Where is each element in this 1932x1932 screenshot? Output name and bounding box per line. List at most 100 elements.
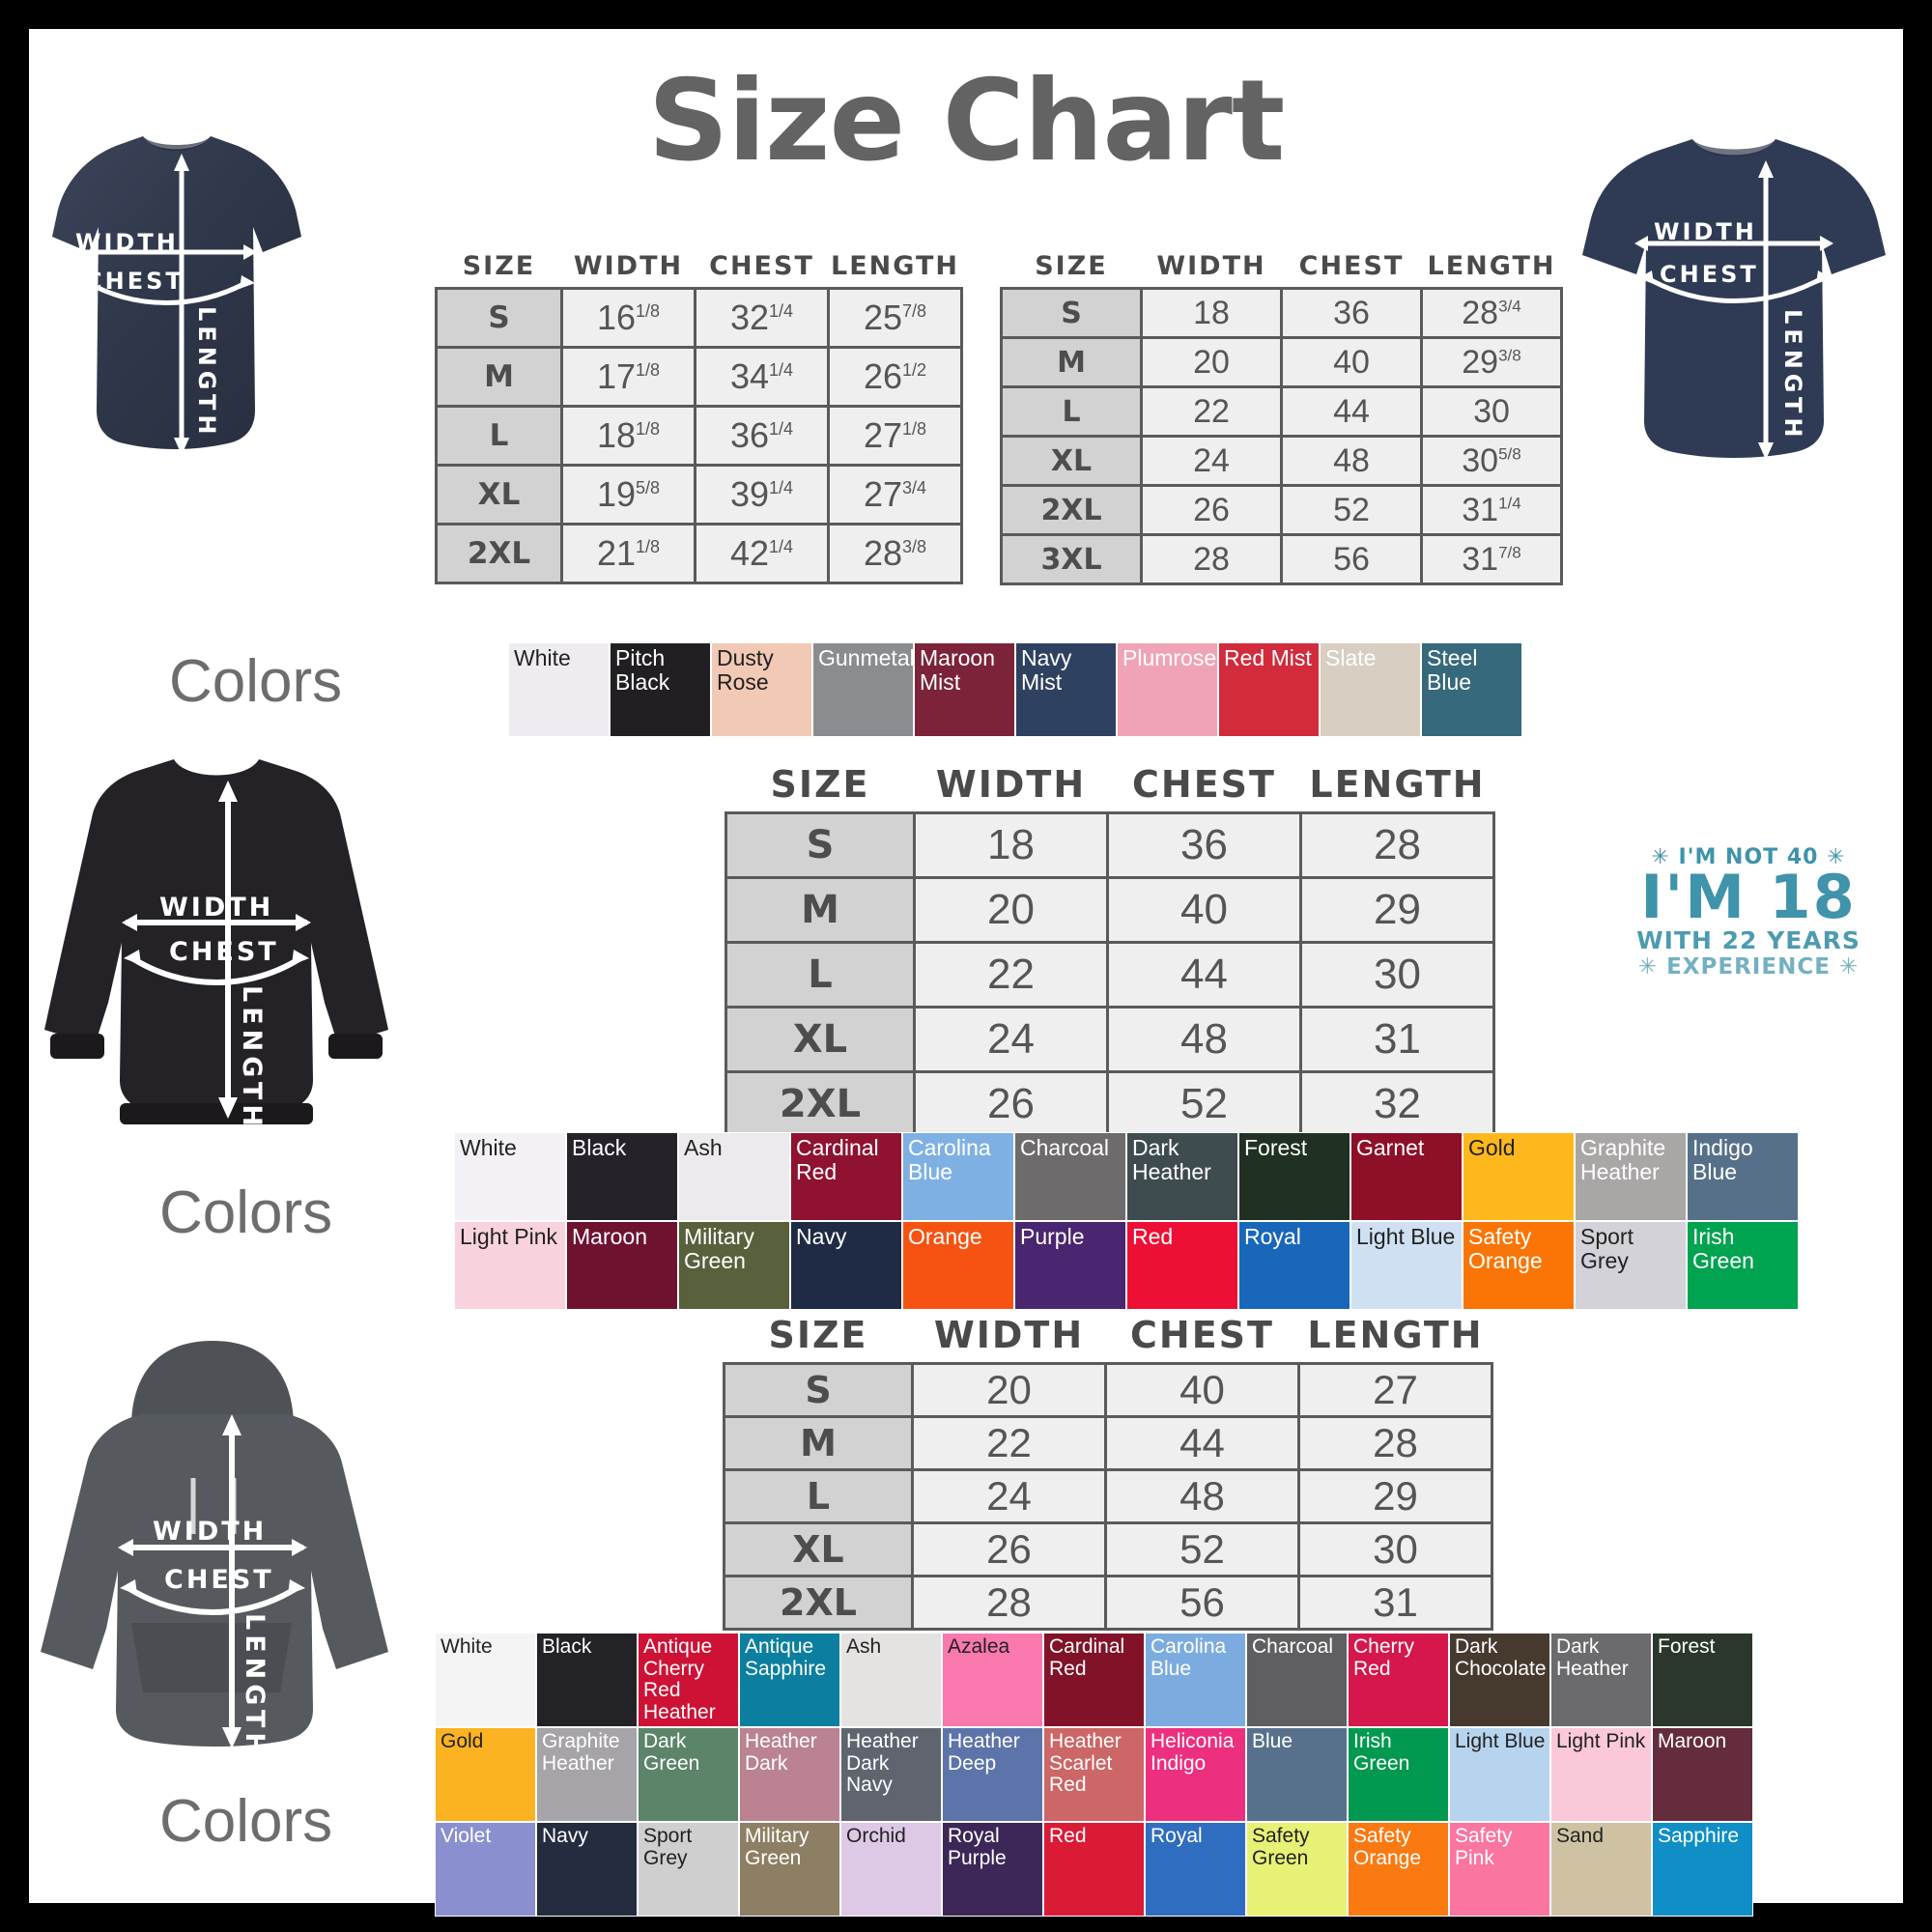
table-row: L 181/8 361/4 271/8 xyxy=(435,405,963,467)
cell-length: 257/8 xyxy=(827,287,963,349)
color-swatch[interactable]: Violet xyxy=(435,1822,536,1917)
artwork-line-2: I'M 18 xyxy=(1640,862,1857,932)
color-swatch[interactable]: Heather Dark Navy xyxy=(840,1727,942,1822)
color-swatch[interactable]: Dusty Rose xyxy=(711,642,812,737)
color-swatch-label: Purple xyxy=(1020,1224,1085,1249)
color-swatch[interactable]: White xyxy=(508,642,610,737)
cell-chest: 52 xyxy=(1106,1070,1302,1138)
color-swatch-label: Antique Cherry Red Heather xyxy=(643,1635,716,1724)
cell-chest: 44 xyxy=(1280,385,1423,438)
color-swatch[interactable]: White xyxy=(435,1633,536,1727)
swatch-row: White Pitch Black Dusty Rose Gunmetal Maroon… xyxy=(508,642,1522,737)
color-swatch[interactable]: Safety Pink xyxy=(1449,1822,1550,1917)
color-swatch[interactable]: Navy xyxy=(536,1822,638,1917)
color-swatch-label: Forest xyxy=(1658,1635,1716,1658)
color-swatch[interactable]: Black xyxy=(566,1132,678,1221)
color-swatch[interactable]: Black xyxy=(536,1633,638,1727)
color-swatch[interactable]: Military Green xyxy=(739,1822,840,1917)
color-swatch[interactable]: Safety Orange xyxy=(1463,1221,1575,1310)
color-swatch[interactable]: Pitch Black xyxy=(610,642,711,737)
color-swatch[interactable]: Plumrose xyxy=(1117,642,1218,737)
color-swatch[interactable]: Navy xyxy=(790,1221,902,1310)
color-swatch[interactable]: Sport Grey xyxy=(1575,1221,1687,1310)
color-swatch[interactable]: Military Green xyxy=(678,1221,790,1310)
color-swatch[interactable]: Light Blue xyxy=(1449,1727,1550,1822)
color-swatch[interactable]: Cherry Red xyxy=(1348,1633,1449,1727)
color-swatch[interactable]: Red Mist xyxy=(1218,642,1320,737)
color-swatch[interactable]: Heather Dark xyxy=(739,1727,840,1822)
color-swatch[interactable]: Maroon xyxy=(1652,1727,1753,1822)
table-row: 2XL 211/8 421/4 283/8 xyxy=(435,523,963,584)
color-swatch[interactable]: Light Blue xyxy=(1350,1221,1463,1310)
color-swatch[interactable]: Royal xyxy=(1238,1221,1350,1310)
color-swatch-label: Cherry Red xyxy=(1353,1635,1415,1680)
color-swatch[interactable]: Irish Green xyxy=(1687,1221,1799,1310)
unisex-chest-label: CHEST xyxy=(1660,261,1759,288)
color-swatch[interactable]: Cardinal Red xyxy=(1043,1633,1145,1727)
color-swatch-label: Sand xyxy=(1556,1825,1605,1847)
color-swatch[interactable]: Graphite Heather xyxy=(536,1727,638,1822)
color-swatch-label: Ash xyxy=(846,1635,882,1658)
color-swatch[interactable]: Maroon xyxy=(566,1221,678,1310)
col-chest: CHEST xyxy=(1298,251,1405,281)
color-swatch[interactable]: Steel Blue xyxy=(1421,642,1522,737)
color-swatch[interactable]: Slate xyxy=(1320,642,1421,737)
color-swatch[interactable]: Royal xyxy=(1145,1822,1246,1917)
color-swatch[interactable]: Light Pink xyxy=(1550,1727,1652,1822)
color-swatch[interactable]: White xyxy=(454,1132,566,1221)
color-swatch[interactable]: Ash xyxy=(840,1633,942,1727)
color-swatch[interactable]: Gunmetal xyxy=(812,642,915,737)
color-swatch[interactable]: Dark Heather xyxy=(1126,1132,1238,1221)
artwork-line-3: WITH 22 YEARS xyxy=(1636,925,1861,954)
color-swatch[interactable]: Charcoal xyxy=(1246,1633,1348,1727)
color-swatch[interactable]: Graphite Heather xyxy=(1575,1132,1687,1221)
color-swatch[interactable]: Red xyxy=(1043,1822,1145,1917)
color-swatch-label: Dark Chocolate xyxy=(1455,1635,1547,1680)
cell-chest: 36 xyxy=(1106,811,1302,879)
color-swatch[interactable]: Purple xyxy=(1014,1221,1126,1310)
color-swatch[interactable]: Safety Green xyxy=(1246,1822,1348,1917)
color-swatch[interactable]: Dark Chocolate xyxy=(1449,1633,1550,1727)
cell-width: 20 xyxy=(1140,336,1283,388)
color-swatch[interactable]: Red xyxy=(1126,1221,1238,1310)
color-swatch[interactable]: Indigo Blue xyxy=(1687,1132,1799,1221)
color-swatch[interactable]: Orange xyxy=(902,1221,1014,1310)
color-swatch[interactable]: Orchid xyxy=(840,1822,942,1917)
color-swatch-label: Red xyxy=(1132,1224,1174,1249)
color-swatch[interactable]: Azalea xyxy=(942,1633,1043,1727)
color-swatch[interactable]: Garnet xyxy=(1350,1132,1463,1221)
color-swatch[interactable]: Gold xyxy=(435,1727,536,1822)
color-swatch[interactable]: Dark Green xyxy=(638,1727,739,1822)
color-swatch[interactable]: Light Pink xyxy=(454,1221,566,1310)
color-swatch[interactable]: Charcoal xyxy=(1014,1132,1126,1221)
color-swatch[interactable]: Royal Purple xyxy=(942,1822,1043,1917)
color-swatch[interactable]: Carolina Blue xyxy=(1145,1633,1246,1727)
color-swatch[interactable]: Navy Mist xyxy=(1015,642,1117,737)
color-swatch-label: Orange xyxy=(908,1224,982,1249)
color-swatch[interactable]: Heather Scarlet Red xyxy=(1043,1727,1145,1822)
color-swatch[interactable]: Carolina Blue xyxy=(902,1132,1014,1221)
color-swatch[interactable]: Gold xyxy=(1463,1132,1575,1221)
color-swatch[interactable]: Heliconia Indigo xyxy=(1145,1727,1246,1822)
color-swatch[interactable]: Heather Deep xyxy=(942,1727,1043,1822)
color-swatch[interactable]: Sport Grey xyxy=(638,1822,739,1917)
color-swatch[interactable]: Maroon Mist xyxy=(914,642,1015,737)
color-swatch-label: Carolina Blue xyxy=(908,1135,991,1184)
color-swatch[interactable]: Sapphire xyxy=(1652,1822,1753,1917)
cell-chest: 321/4 xyxy=(694,287,830,349)
color-swatch[interactable]: Irish Green xyxy=(1348,1727,1449,1822)
color-swatch[interactable]: Forest xyxy=(1238,1132,1350,1221)
color-swatch[interactable]: Antique Sapphire xyxy=(739,1633,840,1727)
table-header-row: SIZE WIDTH CHEST LENGTH xyxy=(437,251,962,289)
cell-chest: 48 xyxy=(1106,1006,1302,1073)
color-swatch[interactable]: Ash xyxy=(678,1132,790,1221)
cell-size: 2XL xyxy=(723,1575,914,1631)
color-swatch[interactable]: Antique Cherry Red Heather xyxy=(638,1633,739,1727)
color-swatch[interactable]: Cardinal Red xyxy=(790,1132,902,1221)
color-swatch[interactable]: Blue xyxy=(1246,1727,1348,1822)
color-swatch[interactable]: Dark Heather xyxy=(1550,1633,1652,1727)
color-swatch-label: Pitch Black xyxy=(615,645,670,695)
color-swatch[interactable]: Forest xyxy=(1652,1633,1753,1727)
color-swatch[interactable]: Safety Orange xyxy=(1348,1822,1449,1917)
color-swatch[interactable]: Sand xyxy=(1550,1822,1652,1917)
